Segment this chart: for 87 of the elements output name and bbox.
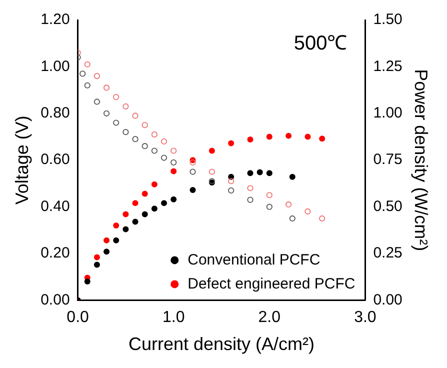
point: [190, 186, 196, 193]
point: [142, 122, 148, 128]
point: [247, 196, 254, 203]
point: [170, 148, 177, 154]
point: [228, 187, 234, 194]
point: [266, 192, 272, 198]
y-axis-title: Voltage (V): [12, 116, 32, 205]
point: [266, 170, 272, 176]
point: [94, 254, 100, 260]
y2-axis-title: Power density (W/cm²): [411, 69, 432, 252]
point: [247, 136, 254, 143]
y2-tick-label: 1.25: [373, 58, 402, 75]
x-tick-label: 1.0: [162, 309, 185, 326]
point: [304, 134, 311, 140]
point: [286, 201, 292, 208]
y2-tick-label: 1.50: [373, 11, 402, 28]
point: [94, 98, 100, 105]
point: [190, 168, 196, 175]
point: [304, 208, 311, 215]
point: [103, 110, 110, 116]
point: [151, 148, 158, 154]
point: [103, 84, 110, 91]
point: [208, 148, 215, 154]
point: [84, 82, 90, 88]
point: [84, 278, 90, 285]
point: [208, 168, 215, 175]
y-tick-label: 1.00: [40, 58, 70, 75]
point: [228, 178, 234, 184]
point: [286, 132, 292, 139]
point: [113, 94, 120, 100]
point: [122, 103, 129, 110]
y2-tick-label: 0.50: [373, 198, 402, 215]
point: [80, 70, 86, 77]
legend-label: Defect engineered PCFC: [188, 275, 356, 292]
point: [84, 61, 90, 68]
y-tick-label: 0.80: [40, 104, 70, 122]
y2-tick-label: 1.00: [373, 104, 402, 122]
y-tick-label: 0.00: [40, 291, 70, 308]
point: [160, 154, 168, 161]
point: [266, 204, 272, 210]
point: [151, 206, 158, 212]
point: [228, 140, 234, 146]
point: [94, 72, 100, 80]
y2-tick-label: 0.00: [373, 291, 402, 308]
y-tick-label: 0.20: [40, 244, 70, 262]
y-tick-label: 0.40: [40, 198, 70, 215]
point: [319, 215, 326, 222]
point: [113, 237, 120, 244]
point: [142, 190, 148, 197]
point: [113, 222, 120, 228]
point: [142, 211, 148, 218]
y-tick-label: 0.60: [40, 151, 70, 168]
x-tick-label: 2.0: [258, 309, 281, 326]
point: [289, 215, 296, 222]
point: [122, 226, 129, 232]
point: [104, 237, 110, 244]
point: [122, 211, 129, 218]
point: [319, 136, 326, 142]
legend-label: Conventional PCFC: [188, 251, 320, 268]
point: [160, 138, 168, 144]
point: [94, 262, 100, 268]
point: [132, 218, 138, 225]
point: [170, 159, 177, 166]
point: [113, 120, 120, 126]
point: [142, 143, 148, 150]
point: [132, 136, 138, 142]
y2-tick-label: 0.25: [373, 244, 402, 262]
point: [161, 200, 168, 206]
point: [104, 248, 110, 255]
point: [132, 112, 138, 119]
point: [151, 181, 158, 188]
point: [247, 170, 254, 176]
point: [256, 169, 263, 176]
point: [170, 168, 177, 174]
x-tick-label: 3.0: [354, 309, 376, 326]
x-tick-label: 0.0: [66, 309, 90, 326]
y-tick-label: 1.20: [40, 11, 70, 28]
point: [132, 200, 138, 206]
point: [247, 185, 254, 192]
point: [289, 174, 296, 180]
annotation: 500℃: [294, 32, 348, 55]
y2-tick-label: 0.75: [373, 151, 402, 168]
point: [170, 196, 177, 202]
x-axis-title: Current density (A/cm²): [128, 334, 315, 354]
point: [122, 129, 129, 136]
point: [151, 131, 158, 138]
point: [266, 134, 272, 140]
